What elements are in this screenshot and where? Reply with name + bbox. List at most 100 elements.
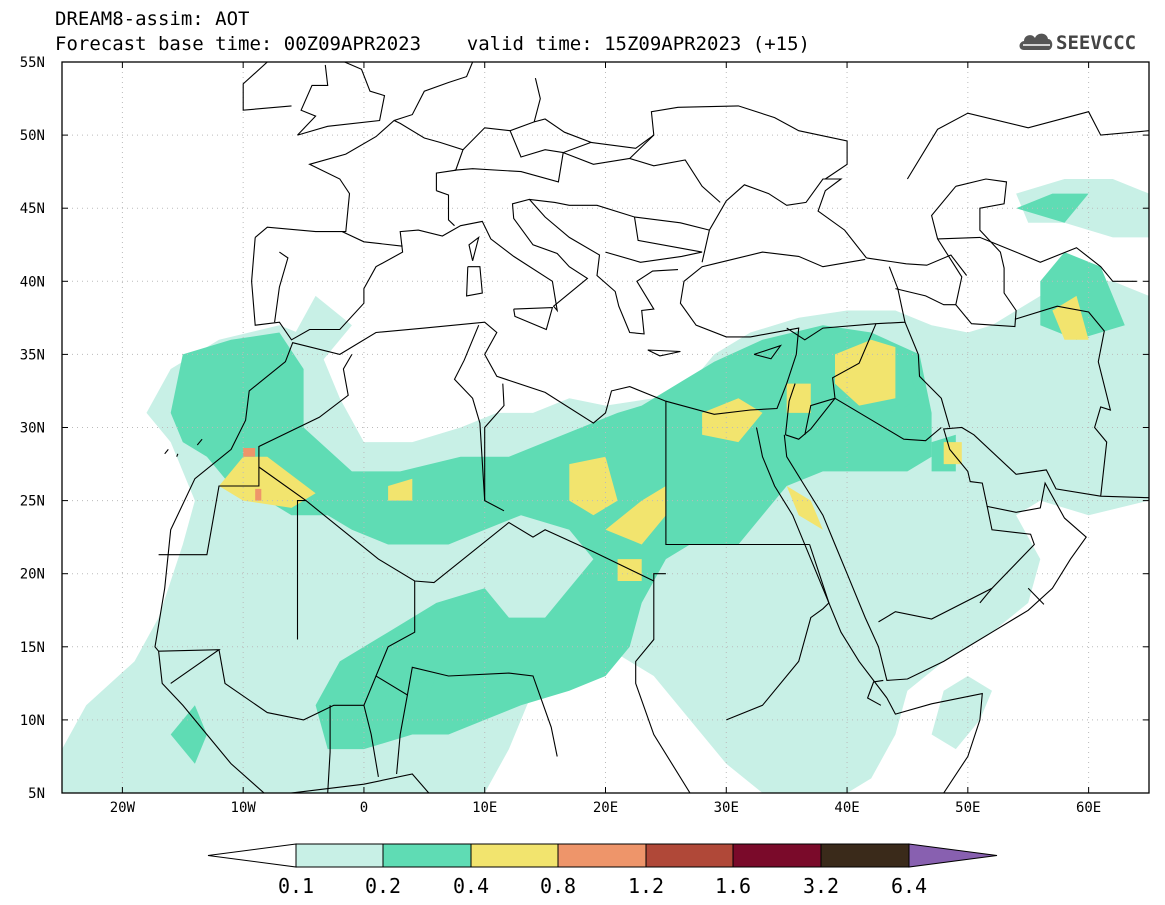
lon-label: 20E [593, 800, 618, 816]
aot-area-0.4 [605, 486, 666, 545]
colorbar-label: 1.2 [628, 874, 664, 898]
colorbar-label: 0.1 [278, 874, 314, 898]
aot-contour-0.8 [243, 448, 262, 501]
coast-border-line [906, 111, 1149, 180]
lat-label: 45N [20, 201, 45, 217]
coast-border-line [509, 118, 593, 158]
aot-area-0.4 [388, 478, 413, 501]
coast-border-line [396, 694, 408, 775]
coastlines-borders [154, 62, 1149, 793]
aot-contour-0.4 [219, 295, 1089, 581]
coast-border-line [701, 178, 867, 263]
coast-border-line [590, 134, 655, 149]
coast-border-line [1014, 305, 1112, 497]
coast-border-line [327, 705, 331, 793]
coast-border-line [533, 77, 541, 123]
coast-border-line [297, 62, 386, 136]
colorbar-label: 6.4 [891, 874, 927, 898]
coast-border-line [886, 692, 983, 793]
lat-label: 25N [20, 494, 45, 510]
aot-area-0.4 [219, 456, 316, 508]
lat-label: 55N [20, 55, 45, 71]
coast-border-line [274, 251, 289, 323]
colorbar-segment [470, 843, 559, 868]
coast-border-line [297, 64, 329, 136]
colorbar-label: 1.6 [715, 874, 751, 898]
coast-border-line [258, 466, 691, 793]
coast-border-line [164, 449, 169, 455]
aot-area-0.8 [255, 488, 262, 501]
graticule [62, 62, 1149, 793]
coast-border-line [218, 649, 558, 757]
coast-border-line [363, 705, 379, 777]
lat-label: 15N [20, 640, 45, 656]
coast-border-line [834, 397, 942, 442]
colorbar-segment [645, 843, 734, 868]
coast-border-line [154, 251, 866, 652]
coast-border-line [466, 266, 483, 297]
lon-label: 20W [110, 800, 136, 816]
coast-border-line [904, 321, 951, 428]
colorbar-high-arrow [908, 843, 998, 868]
coast-border-line [393, 120, 464, 191]
coast-border-line [726, 544, 830, 721]
coast-border-line [484, 383, 505, 501]
coast-border-line [785, 397, 836, 440]
colorbar-segment [732, 843, 822, 868]
aot-map: 55N 50N 45N 40N 35N 30N 25N 20N 15N 10N 5N 20W 10W 0… [20, 55, 1150, 816]
colorbar-segment [557, 843, 647, 868]
colorbar-label: 3.2 [803, 874, 839, 898]
colorbar-segment [820, 843, 910, 868]
lon-label: 10W [231, 800, 257, 816]
lat-label: 40N [20, 274, 45, 290]
coast-border-line [937, 236, 1137, 282]
colorbar-label: 0.8 [540, 874, 576, 898]
aot-area-0.4 [835, 339, 896, 406]
aot-area-0.4 [702, 398, 763, 443]
coast-border-line [784, 383, 796, 435]
coast-border-line [804, 323, 877, 435]
coast-border-line [634, 216, 710, 231]
lat-label: 10N [20, 713, 45, 729]
lon-label: 0 [360, 800, 368, 816]
lon-label: 60E [1076, 800, 1101, 816]
coast-border-line [296, 500, 306, 640]
title-line-1: DREAM8-assim: AOT [55, 8, 250, 30]
aot-area-0.4 [786, 486, 823, 530]
coast-border-line [468, 235, 480, 261]
colorbar-labels: 0.1 0.2 0.4 0.8 1.2 1.6 3.2 6.4 [278, 874, 927, 898]
coast-border-line [436, 190, 455, 227]
colorbar-low-arrow [207, 843, 297, 868]
coast-border-line [563, 152, 721, 203]
lat-label: 30N [20, 421, 45, 437]
seevccc-logo: SEEVCCC [1019, 32, 1136, 54]
lat-label: 5N [28, 786, 45, 802]
coast-border-line [196, 438, 203, 446]
lon-label: 10E [472, 800, 497, 816]
coast-border-line [979, 587, 993, 604]
coast-border-line [878, 506, 1035, 623]
lat-label: 20N [20, 567, 45, 583]
colorbar-segment [382, 843, 472, 868]
aot-area-0.1 [291, 295, 352, 369]
coast-border-line [158, 354, 353, 556]
coast-border-line [158, 651, 430, 793]
aot-area-0.8 [243, 448, 256, 457]
coast-border-line [895, 288, 956, 306]
lon-label: 40E [834, 800, 859, 816]
logo-text: SEEVCCC [1056, 32, 1136, 54]
cloud-icon [1019, 33, 1053, 50]
longitude-labels: 20W 10W 0 10E 20E 30E 40E 50E 60E [110, 800, 1102, 816]
coast-border-line [454, 152, 564, 183]
coast-border-line [755, 427, 888, 699]
lat-label: 50N [20, 128, 45, 144]
coast-border-line [462, 127, 511, 151]
coast-border-line [653, 573, 666, 581]
coast-border-line [513, 307, 554, 331]
colorbar-segments [207, 843, 998, 868]
coast-border-line [866, 679, 884, 706]
lon-label: 30E [714, 800, 739, 816]
coast-border-line [341, 231, 403, 247]
coast-border-line [783, 426, 1149, 681]
lat-label: 35N [20, 347, 45, 363]
